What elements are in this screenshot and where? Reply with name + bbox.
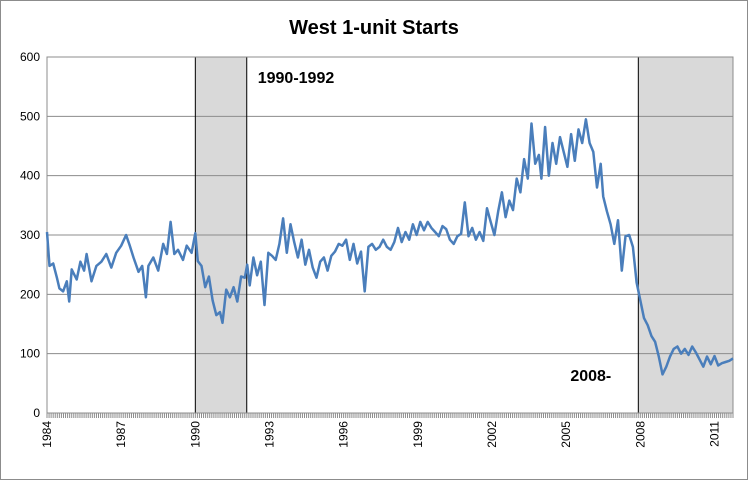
x-tick-label: 2002 bbox=[485, 421, 499, 448]
x-tick-label: 1984 bbox=[40, 421, 54, 448]
x-tick-label: 2005 bbox=[559, 421, 573, 448]
recession-label-1990-1992: 1990-1992 bbox=[258, 70, 335, 87]
x-tick-label: 2008 bbox=[633, 421, 647, 448]
y-tick-label: 300 bbox=[20, 228, 40, 242]
x-tick-label: 1996 bbox=[337, 421, 351, 448]
series-line-0 bbox=[45, 118, 734, 376]
x-tick-label: 1993 bbox=[262, 421, 276, 448]
y-tick-label: 600 bbox=[20, 50, 40, 64]
y-tick-label: 500 bbox=[20, 109, 40, 123]
chart-title: West 1-unit Starts bbox=[289, 17, 459, 39]
recession-label-2008: 2008- bbox=[570, 368, 611, 385]
y-tick-label: 0 bbox=[33, 406, 40, 420]
x-tick-label: 1999 bbox=[411, 421, 425, 448]
x-tick-label: 1987 bbox=[114, 421, 128, 448]
y-tick-label: 100 bbox=[20, 347, 40, 361]
x-tick-label: 1990 bbox=[188, 421, 202, 448]
y-tick-label: 400 bbox=[20, 169, 40, 183]
x-tick-label: 2011 bbox=[707, 421, 721, 447]
y-tick-label: 200 bbox=[20, 287, 40, 301]
